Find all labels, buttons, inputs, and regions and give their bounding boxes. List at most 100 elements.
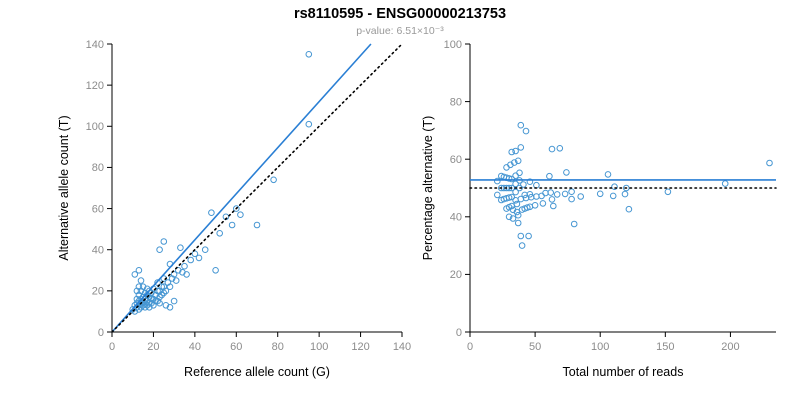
- data-point: [514, 157, 522, 165]
- y-tick-label: 80: [92, 162, 104, 174]
- data-point: [533, 181, 540, 189]
- data-point: [191, 250, 199, 258]
- data-point: [166, 283, 174, 290]
- data-point: [512, 147, 519, 155]
- data-point: [160, 289, 168, 297]
- data-point: [514, 211, 522, 219]
- data-point: [517, 121, 525, 129]
- data-point: [139, 302, 147, 309]
- data-point: [137, 295, 145, 303]
- data-point: [553, 191, 561, 198]
- x-tick-label: 200: [721, 341, 739, 353]
- data-point: [561, 190, 569, 198]
- x-tick-label: 140: [393, 341, 411, 353]
- data-point: [508, 193, 515, 201]
- data-point: [494, 191, 501, 199]
- y-tick-label: 100: [86, 121, 104, 133]
- data-point: [512, 188, 519, 196]
- data-point: [548, 196, 556, 203]
- charts-row: 0 20 40 60 80 100 120 140 0 20 40 60 80 100 120 140 Refe…: [54, 36, 786, 388]
- data-point: [175, 267, 182, 274]
- x-tick-label: 0: [467, 341, 473, 353]
- x-tick-label: 0: [109, 341, 115, 353]
- data-point: [156, 299, 163, 307]
- data-point: [596, 190, 604, 198]
- data-point: [158, 283, 165, 290]
- x-tick-label: 60: [230, 341, 242, 353]
- data-point: [270, 176, 277, 184]
- data-point: [172, 277, 180, 284]
- data-point: [550, 202, 557, 210]
- fit-line: [111, 43, 372, 333]
- data-point: [518, 242, 526, 249]
- x-tick-label: 40: [189, 341, 201, 353]
- y-tick-label: 60: [92, 203, 104, 215]
- x-tick-label: 100: [591, 341, 609, 353]
- data-point: [135, 306, 143, 313]
- data-point: [508, 175, 515, 183]
- data-point: [154, 279, 161, 286]
- data-point: [137, 277, 145, 284]
- x-tick-label: 150: [656, 341, 674, 353]
- y-tick-label: 20: [450, 269, 462, 281]
- data-point: [517, 232, 525, 240]
- data-point: [520, 181, 527, 188]
- data-point: [539, 200, 547, 207]
- data-point: [508, 148, 515, 156]
- data-point: [131, 271, 139, 278]
- data-point: [170, 271, 178, 278]
- data-point: [766, 159, 773, 167]
- data-point: [208, 209, 215, 216]
- data-point: [181, 262, 188, 270]
- data-point: [141, 304, 149, 311]
- data-point: [139, 293, 147, 301]
- data-point: [625, 205, 633, 213]
- x-axis-label: Total number of reads: [563, 365, 684, 379]
- x-axis-label: Reference allele count (G): [184, 365, 330, 379]
- data-point: [563, 169, 570, 176]
- data-point: [212, 267, 219, 274]
- y-tick-label: 20: [92, 286, 104, 298]
- identity-line: [111, 43, 403, 333]
- data-point: [228, 221, 236, 229]
- x-tick-label: 50: [529, 341, 541, 353]
- data-point: [133, 295, 141, 303]
- data-point: [305, 120, 313, 128]
- chart-subtitle: p-value: 6.51×10⁻³: [356, 25, 444, 37]
- data-point: [158, 291, 165, 299]
- data-point: [166, 304, 174, 311]
- data-point: [513, 208, 521, 216]
- scatter-plot-percentage-alternative: 0 50 100 150 200 0 20 40 60 80 100 Total number of …: [421, 39, 777, 379]
- data-point: [162, 302, 170, 309]
- y-tick-label: 40: [92, 245, 104, 257]
- data-point: [216, 230, 223, 237]
- data-point: [577, 193, 584, 200]
- data-point: [148, 295, 155, 303]
- y-tick-label: 140: [86, 39, 104, 51]
- data-point: [183, 271, 190, 278]
- data-point: [512, 197, 519, 204]
- data-point: [531, 202, 539, 209]
- data-point: [160, 238, 168, 245]
- scatter-plot-allele-counts: 0 20 40 60 80 100 120 140 0 20 40 60 80 100 120 140 Refe…: [57, 39, 411, 379]
- data-point: [154, 297, 161, 305]
- data-point: [664, 188, 672, 196]
- data-point: [623, 184, 630, 192]
- data-point: [514, 219, 522, 227]
- data-point: [611, 183, 618, 190]
- data-point: [556, 145, 564, 152]
- x-tick-label: 80: [272, 341, 284, 353]
- data-point: [201, 246, 209, 253]
- y-tick-label: 120: [86, 80, 104, 92]
- data-point: [505, 194, 513, 201]
- x-tick-label: 100: [310, 341, 328, 353]
- y-axis-label: Percentage alternative (T): [421, 116, 435, 261]
- chart-title: rs8110595 - ENSG00000213753: [293, 6, 507, 22]
- data-point: [135, 267, 143, 274]
- data-point: [494, 177, 501, 185]
- x-tick-label: 120: [351, 341, 369, 353]
- x-tick-label: 20: [147, 341, 159, 353]
- data-point: [505, 213, 513, 221]
- data-point: [305, 50, 313, 58]
- data-point: [505, 175, 513, 182]
